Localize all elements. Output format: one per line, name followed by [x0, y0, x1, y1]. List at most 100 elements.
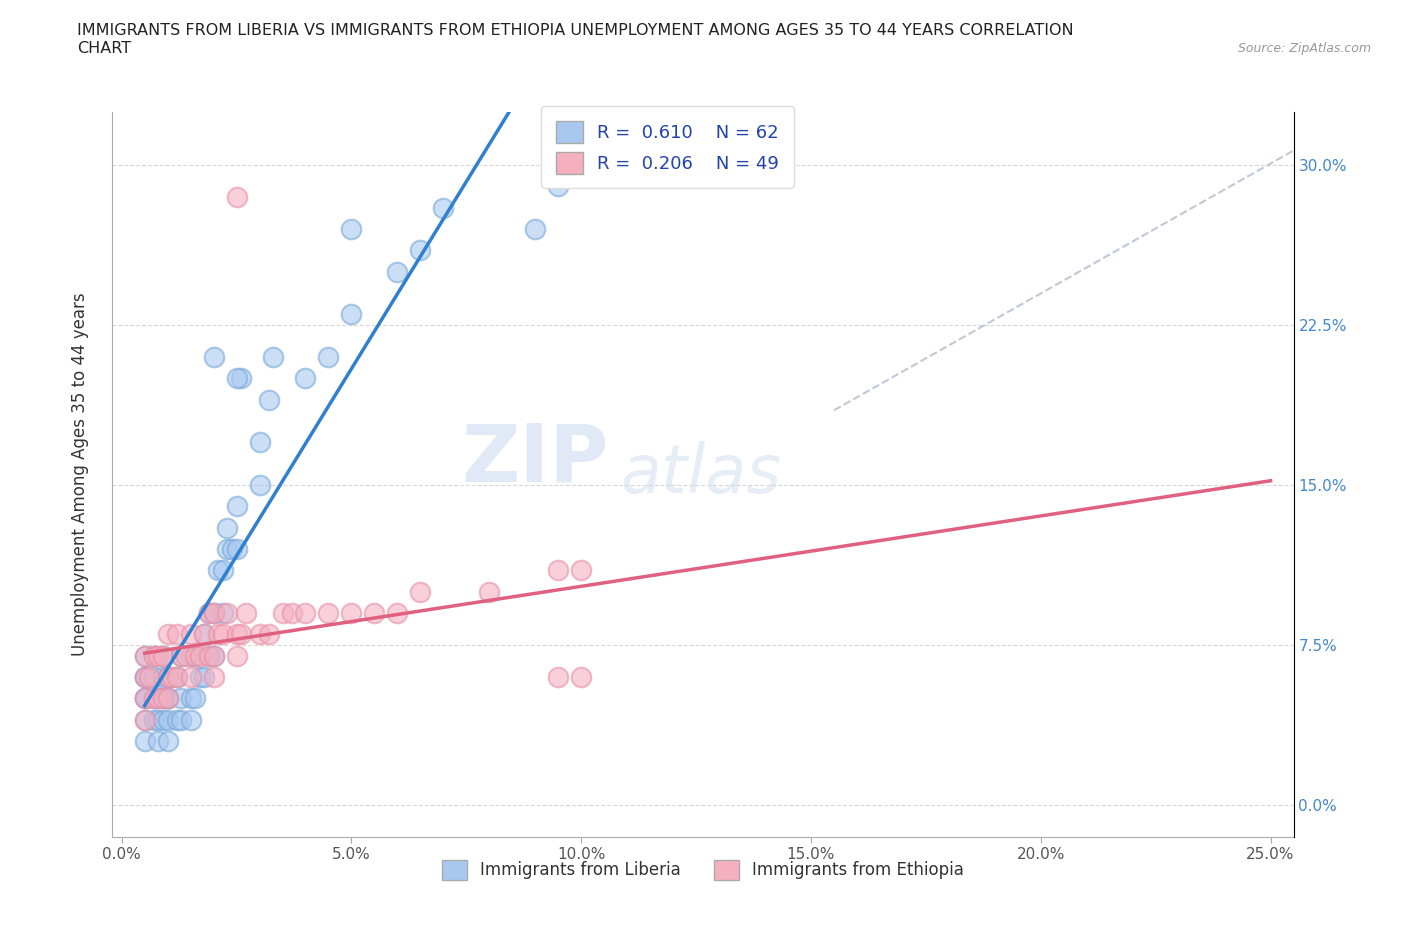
Point	[142, 648, 165, 663]
Point	[409, 243, 432, 258]
Point	[134, 734, 156, 749]
Point	[409, 584, 432, 599]
Point	[225, 627, 247, 642]
Point	[134, 712, 156, 727]
Point	[142, 691, 165, 706]
Point	[170, 648, 193, 663]
Point	[152, 648, 174, 663]
Point	[249, 435, 271, 450]
Point	[166, 627, 188, 642]
Point	[152, 712, 174, 727]
Point	[202, 670, 225, 684]
Point	[174, 648, 197, 663]
Point	[142, 712, 165, 727]
Point	[211, 627, 233, 642]
Text: ZIP: ZIP	[461, 420, 609, 498]
Point	[156, 627, 179, 642]
Point	[231, 627, 253, 642]
Point	[225, 498, 247, 513]
Point	[387, 605, 409, 620]
Point	[156, 712, 179, 727]
Y-axis label: Unemployment Among Ages 35 to 44 years: Unemployment Among Ages 35 to 44 years	[70, 293, 89, 656]
Point	[134, 691, 156, 706]
Point	[148, 734, 170, 749]
Point	[202, 605, 225, 620]
Point	[152, 691, 174, 706]
Point	[180, 670, 202, 684]
Point	[318, 605, 340, 620]
Point	[211, 605, 233, 620]
Point	[547, 670, 569, 684]
Point	[198, 648, 221, 663]
Point	[202, 648, 225, 663]
Point	[294, 371, 316, 386]
Point	[271, 605, 294, 620]
Point	[134, 691, 156, 706]
Point	[180, 691, 202, 706]
Point	[152, 670, 174, 684]
Point	[198, 648, 221, 663]
Point	[432, 200, 454, 215]
Point	[142, 670, 165, 684]
Point	[340, 307, 363, 322]
Point	[257, 627, 280, 642]
Point	[294, 605, 316, 620]
Point	[166, 712, 188, 727]
Point	[134, 691, 156, 706]
Point	[207, 627, 229, 642]
Point	[134, 712, 156, 727]
Point	[156, 670, 179, 684]
Point	[202, 350, 225, 365]
Point	[235, 605, 257, 620]
Point	[148, 712, 170, 727]
Point	[148, 691, 170, 706]
Point	[225, 190, 247, 205]
Point	[198, 605, 221, 620]
Point	[184, 648, 207, 663]
Text: Source: ZipAtlas.com: Source: ZipAtlas.com	[1237, 42, 1371, 55]
Point	[225, 371, 247, 386]
Point	[198, 605, 221, 620]
Point	[184, 648, 207, 663]
Point	[180, 627, 202, 642]
Point	[257, 392, 280, 407]
Point	[217, 520, 239, 535]
Point	[134, 648, 156, 663]
Point	[547, 563, 569, 578]
Point	[134, 670, 156, 684]
Point	[340, 221, 363, 236]
Point	[211, 563, 233, 578]
Point	[184, 691, 207, 706]
Point	[166, 670, 188, 684]
Point	[142, 648, 165, 663]
Point	[193, 670, 215, 684]
Point	[160, 670, 183, 684]
Point	[170, 712, 193, 727]
Point	[156, 670, 179, 684]
Point	[156, 691, 179, 706]
Point	[318, 350, 340, 365]
Point	[156, 691, 179, 706]
Text: IMMIGRANTS FROM LIBERIA VS IMMIGRANTS FROM ETHIOPIA UNEMPLOYMENT AMONG AGES 35 T: IMMIGRANTS FROM LIBERIA VS IMMIGRANTS FR…	[77, 23, 1074, 56]
Point	[180, 648, 202, 663]
Point	[221, 541, 243, 556]
Point	[134, 670, 156, 684]
Point	[148, 648, 170, 663]
Point	[280, 605, 302, 620]
Point	[152, 648, 174, 663]
Point	[134, 648, 156, 663]
Point	[170, 648, 193, 663]
Point	[217, 541, 239, 556]
Point	[569, 670, 592, 684]
Point	[249, 627, 271, 642]
Point	[225, 541, 247, 556]
Point	[180, 712, 202, 727]
Point	[249, 477, 271, 492]
Point	[152, 691, 174, 706]
Legend: Immigrants from Liberia, Immigrants from Ethiopia: Immigrants from Liberia, Immigrants from…	[434, 853, 972, 886]
Point	[138, 670, 160, 684]
Point	[547, 179, 569, 193]
Point	[387, 264, 409, 279]
Point	[142, 691, 165, 706]
Point	[478, 584, 501, 599]
